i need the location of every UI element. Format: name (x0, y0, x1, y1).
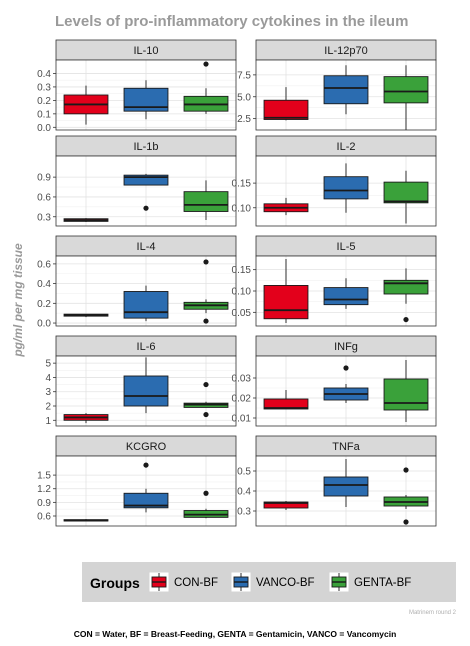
legend-item-label: CON-BF (174, 577, 218, 589)
facet-label: INFg (334, 341, 358, 353)
facet-panels: IL-100.00.10.20.30.4IL-12p702.55.07.5IL-… (37, 40, 436, 526)
tick-label: 0.0 (37, 123, 51, 134)
outlier-point (403, 519, 408, 524)
tick-label: 0.6 (37, 512, 51, 523)
box-iqr (264, 100, 308, 119)
panel-il-2: IL-2 0.10 0.15 (232, 136, 436, 226)
tick-label: 2 (45, 402, 51, 413)
tick-label: 0.02 (232, 394, 252, 405)
facet-label: IL-12p70 (324, 45, 367, 57)
panel-infg: INFg 0.01 0.02 0.03 (232, 336, 436, 426)
legend: Groups CON-BF VANCO-BF GENTA-BF (82, 562, 456, 602)
tick-label: 5.0 (237, 92, 251, 103)
outlier-point (343, 365, 348, 370)
box-iqr (384, 280, 428, 294)
outlier-point (203, 412, 208, 417)
panel-il-1b: IL-1b 0.3 0.6 0.9 (37, 136, 236, 226)
tick-label: 1.5 (37, 471, 51, 482)
box-iqr (324, 477, 368, 496)
outlier-point (143, 462, 148, 467)
tick-label: 0.10 (232, 203, 252, 214)
panel-kcgro: KCGRO 0.6 0.9 1.2 1.5 (37, 436, 236, 526)
tick-label: 1 (45, 416, 51, 427)
tick-label: 0.1 (37, 109, 51, 120)
tick-label: 0.15 (232, 179, 252, 190)
tick-label: 3 (45, 387, 51, 398)
outlier-point (203, 259, 208, 264)
facet-label: IL-10 (133, 45, 158, 57)
panel-il-6: IL-6 1 2 3 4 5 (45, 336, 236, 427)
tick-label: 2.5 (237, 114, 251, 125)
tick-label: 0.01 (232, 414, 252, 425)
box-iqr (124, 376, 168, 406)
panel-il-10: IL-10 0.0 0.1 0.2 0.3 0.4 (37, 40, 236, 134)
tick-label: 0.15 (232, 265, 252, 276)
legend-title: Groups (90, 575, 140, 591)
box-iqr (184, 192, 228, 212)
box-iqr (324, 76, 368, 104)
facet-label: IL-6 (137, 341, 156, 353)
facet-label: KCGRO (126, 441, 167, 453)
tick-label: 7.5 (237, 70, 251, 81)
tick-label: 0.05 (232, 308, 252, 319)
panel-tnfa: TNFa 0.3 0.4 0.5 (237, 436, 436, 526)
outlier-point (203, 318, 208, 323)
legend-item-label: VANCO-BF (256, 577, 315, 589)
tick-label: 5 (45, 359, 51, 370)
facet-label: IL-1b (133, 141, 158, 153)
tick-label: 0.4 (237, 487, 251, 498)
legend-item-label: GENTA-BF (354, 577, 411, 589)
watermark: Matrinem round 2 (409, 610, 457, 616)
facet-label: TNFa (332, 441, 360, 453)
tick-label: 4 (45, 373, 51, 384)
tick-label: 0.10 (232, 287, 252, 298)
tick-label: 0.3 (37, 82, 51, 93)
chart-title: Levels of pro-inflammatory cytokines in … (55, 13, 408, 30)
tick-label: 0.2 (37, 96, 51, 107)
box-iqr (264, 285, 308, 318)
box-iqr (324, 288, 368, 305)
box-iqr (384, 77, 428, 103)
tick-label: 0.2 (37, 299, 51, 310)
box-iqr (384, 379, 428, 410)
box-iqr (324, 177, 368, 199)
tick-label: 0.9 (37, 173, 51, 184)
tick-label: 0.6 (37, 259, 51, 270)
outlier-point (203, 61, 208, 66)
footnote: CON = Water, BF = Breast-Feeding, GENTA … (74, 629, 397, 639)
tick-label: 0.03 (232, 374, 252, 385)
tick-label: 0.0 (37, 319, 51, 330)
tick-label: 1.2 (37, 484, 51, 495)
outlier-point (203, 491, 208, 496)
panel-il-12p70: IL-12p70 2.5 5.0 7.5 (237, 40, 436, 130)
facet-label: IL-4 (137, 241, 156, 253)
box-iqr (124, 291, 168, 318)
panel-il-5: IL-5 0.05 0.10 0.15 (232, 236, 436, 326)
box-iqr (384, 182, 428, 203)
tick-label: 0.9 (37, 498, 51, 509)
y-axis-label: pg/ml per mg tissue (11, 243, 25, 358)
facet-label: IL-2 (337, 141, 356, 153)
tick-label: 0.4 (37, 69, 51, 80)
facet-label: IL-5 (337, 241, 356, 253)
tick-label: 0.3 (37, 212, 51, 223)
outlier-point (403, 467, 408, 472)
box-con-bf (64, 218, 108, 222)
tick-label: 0.4 (37, 279, 51, 290)
outlier-point (403, 317, 408, 322)
tick-label: 0.3 (237, 507, 251, 518)
tick-label: 0.6 (37, 192, 51, 203)
outlier-point (143, 206, 148, 211)
tick-label: 0.5 (237, 467, 251, 478)
box-con-bf (64, 519, 108, 521)
outlier-point (203, 382, 208, 387)
panel-il-4: IL-4 0.0 0.2 0.4 0.6 (37, 236, 236, 330)
